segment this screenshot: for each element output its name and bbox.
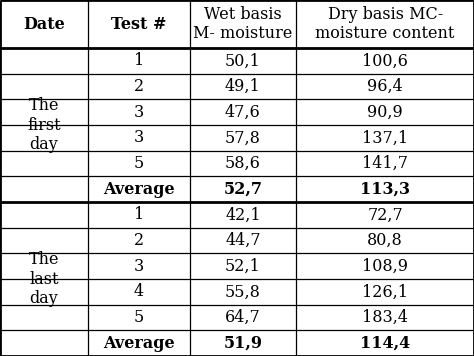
- Text: The
first
day: The first day: [27, 97, 61, 153]
- Text: 183,4: 183,4: [362, 309, 408, 326]
- Text: 51,9: 51,9: [223, 335, 263, 352]
- Text: 52,1: 52,1: [225, 258, 261, 275]
- Text: Average: Average: [103, 335, 174, 352]
- Text: 3: 3: [134, 104, 144, 121]
- Text: 126,1: 126,1: [362, 283, 408, 300]
- Text: 2: 2: [134, 78, 144, 95]
- Text: 44,7: 44,7: [225, 232, 261, 249]
- Text: 1: 1: [134, 206, 144, 223]
- Text: 100,6: 100,6: [362, 52, 408, 69]
- Text: Date: Date: [23, 16, 65, 32]
- Text: Average: Average: [103, 181, 174, 198]
- Text: 1: 1: [134, 52, 144, 69]
- Text: 113,3: 113,3: [360, 181, 410, 198]
- Text: 108,9: 108,9: [362, 258, 408, 275]
- Text: 58,6: 58,6: [225, 155, 261, 172]
- Text: 47,6: 47,6: [225, 104, 261, 121]
- Text: 4: 4: [134, 283, 144, 300]
- Text: The
last
day: The last day: [28, 251, 59, 307]
- Text: 49,1: 49,1: [225, 78, 261, 95]
- Text: 3: 3: [134, 258, 144, 275]
- Text: 64,7: 64,7: [225, 309, 261, 326]
- Text: 90,9: 90,9: [367, 104, 403, 121]
- Text: 137,1: 137,1: [362, 129, 408, 146]
- Text: 141,7: 141,7: [362, 155, 408, 172]
- Text: Dry basis MC-
moisture content: Dry basis MC- moisture content: [315, 6, 455, 42]
- Text: 2: 2: [134, 232, 144, 249]
- Text: 50,1: 50,1: [225, 52, 261, 69]
- Text: Test #: Test #: [111, 16, 166, 32]
- Text: 114,4: 114,4: [360, 335, 410, 352]
- Text: 52,7: 52,7: [223, 181, 263, 198]
- Text: 42,1: 42,1: [225, 206, 261, 223]
- Text: 55,8: 55,8: [225, 283, 261, 300]
- Text: 5: 5: [134, 309, 144, 326]
- Text: 96,4: 96,4: [367, 78, 403, 95]
- Text: 72,7: 72,7: [367, 206, 403, 223]
- Text: Wet basis
M- moisture: Wet basis M- moisture: [193, 6, 292, 42]
- Text: 3: 3: [134, 129, 144, 146]
- Text: 5: 5: [134, 155, 144, 172]
- Text: 57,8: 57,8: [225, 129, 261, 146]
- Text: 80,8: 80,8: [367, 232, 403, 249]
